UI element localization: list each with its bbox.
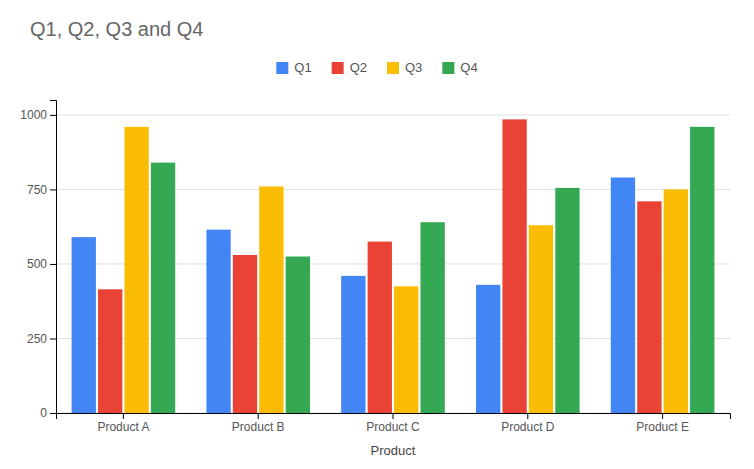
x-axis: Product A Product B Product C Product D Prod… — [57, 413, 731, 434]
legend-label: Q1 — [294, 60, 311, 75]
bar — [394, 286, 418, 413]
bar-series — [124, 127, 688, 413]
legend-label: Q3 — [405, 60, 422, 75]
bar — [611, 178, 635, 413]
legend-item: Q3 — [387, 60, 422, 75]
x-tick: Product A — [97, 413, 149, 434]
y-tick-mark — [50, 189, 56, 190]
grid-line — [56, 114, 730, 115]
x-tick: Product C — [366, 413, 420, 434]
bar — [72, 237, 96, 413]
x-tick-label: Product A — [97, 420, 149, 434]
y-tick: 250 — [27, 332, 56, 346]
bar — [259, 186, 283, 413]
y-axis: 0 250 500 750 1000 — [20, 101, 56, 421]
bar — [98, 289, 122, 413]
y-tick-mark — [50, 115, 56, 116]
bar — [420, 222, 444, 413]
bar — [476, 285, 500, 413]
bar-series — [98, 119, 662, 413]
bar — [206, 230, 230, 413]
chart: Product A Product B Product C Product D Prod… — [0, 0, 754, 469]
y-tick-mark — [50, 413, 56, 414]
y-axis-line — [50, 101, 57, 414]
bar — [233, 255, 257, 413]
legend-item: Q2 — [332, 60, 367, 75]
legend-label: Q2 — [350, 60, 367, 75]
bar — [286, 257, 310, 414]
legend-swatch — [442, 62, 454, 74]
bar — [664, 189, 688, 413]
bar — [637, 201, 661, 413]
y-tick: 0 — [40, 406, 56, 420]
x-tick-label: Product C — [366, 420, 420, 434]
legend: Q1 Q2 Q3 Q4 — [276, 60, 477, 75]
y-tick: 500 — [27, 257, 56, 271]
title: Q1, Q2, Q3 and Q4 — [30, 18, 203, 40]
x-tick-mark — [662, 413, 663, 419]
y-tick: 750 — [27, 183, 56, 197]
x-tick-mark — [393, 413, 394, 419]
legend-item: Q1 — [276, 60, 311, 75]
y-tick: 1000 — [20, 108, 56, 122]
bar — [529, 225, 553, 413]
y-tick-label: 750 — [27, 183, 47, 197]
bar — [502, 119, 526, 413]
legend-swatch — [387, 62, 399, 74]
y-tick-label: 250 — [27, 332, 47, 346]
legend-item: Q4 — [442, 60, 477, 75]
x-tick-mark — [527, 413, 528, 419]
x-tick-label: Product E — [636, 420, 689, 434]
y-tick-label: 1000 — [20, 108, 47, 122]
bar — [555, 188, 579, 413]
bar — [124, 127, 148, 413]
legend-swatch — [332, 62, 344, 74]
y-tick-mark — [50, 264, 56, 265]
x-tick: Product B — [232, 413, 285, 434]
legend-swatch — [276, 62, 288, 74]
plot: Product A Product B Product C Product D Prod… — [20, 101, 730, 434]
bar — [690, 127, 714, 413]
y-tick-label: 500 — [27, 257, 47, 271]
bar — [151, 163, 175, 413]
y-tick-mark — [50, 338, 56, 339]
x-tick-label: Product D — [501, 420, 555, 434]
x-axis-line — [57, 414, 731, 420]
bar — [368, 242, 392, 413]
grid — [56, 115, 730, 413]
legend-label: Q4 — [460, 60, 477, 75]
x-tick: Product E — [636, 413, 689, 434]
x-tick: Product D — [501, 413, 555, 434]
x-tick-mark — [123, 413, 124, 419]
bar — [341, 276, 365, 413]
x-tick-label: Product B — [232, 420, 285, 434]
x-axis-title: Product — [371, 443, 416, 458]
x-tick-mark — [258, 413, 259, 419]
bars — [72, 119, 715, 413]
bar-series — [151, 127, 715, 413]
y-tick-label: 0 — [40, 406, 47, 420]
